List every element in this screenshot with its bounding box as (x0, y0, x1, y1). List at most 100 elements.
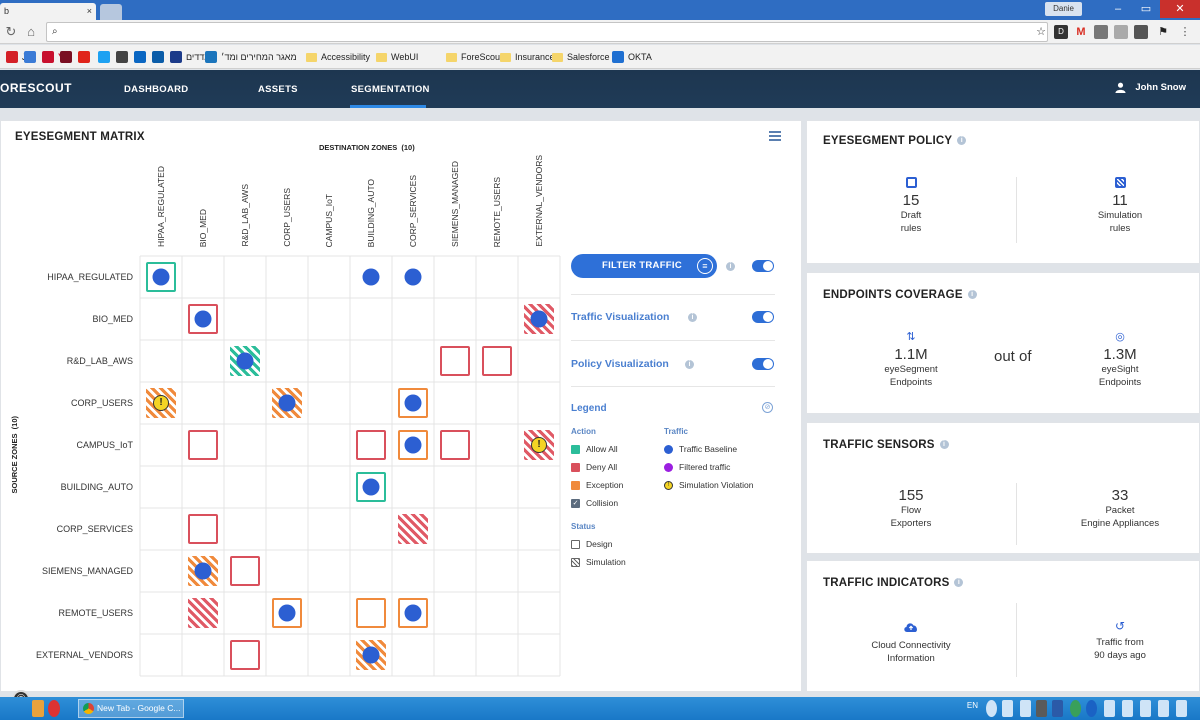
matrix-cell-policy-orange[interactable] (398, 598, 428, 628)
source-zone-label[interactable]: SIEMENS_MANAGED (41, 566, 133, 576)
language-indicator[interactable]: EN (966, 701, 978, 710)
taskbar-app-icon[interactable] (48, 700, 60, 717)
matrix-cell-policy-hatch-green[interactable] (230, 346, 260, 376)
info-icon[interactable]: i (726, 262, 735, 271)
matrix-cell-policy-orange[interactable] (272, 598, 302, 628)
tray-icon[interactable] (1020, 700, 1031, 717)
bookmark-item[interactable]: ForeScout (446, 50, 503, 64)
nav-assets[interactable]: ASSETS (258, 84, 298, 95)
bookmark-item[interactable] (60, 50, 72, 64)
network-tray-icon[interactable] (1140, 700, 1151, 717)
source-zone-label[interactable]: EXTERNAL_VENDORS (35, 650, 133, 660)
taskbar-chrome-window[interactable]: New Tab - Google C... (78, 699, 184, 718)
matrix-cell-policy-green[interactable] (146, 262, 176, 292)
bookmark-item[interactable] (134, 50, 146, 64)
destination-zone-label[interactable]: CORP_USERS (282, 188, 292, 247)
bookmark-item[interactable] (98, 50, 110, 64)
matrix-cell-policy-red[interactable] (188, 514, 218, 544)
matrix-cell-policy-red[interactable] (230, 556, 260, 586)
destination-zone-label[interactable]: REMOTE_USERS (492, 176, 502, 247)
flow-exporters-stat[interactable]: 155 Flow Exporters (861, 487, 961, 530)
extension-icon[interactable]: ⚑ (1158, 26, 1168, 38)
tray-icon[interactable] (1052, 700, 1063, 717)
extension-icon[interactable] (1134, 25, 1148, 39)
tray-icon[interactable] (1002, 700, 1013, 717)
matrix-cell-policy-red[interactable] (356, 430, 386, 460)
bluetooth-icon[interactable] (1086, 700, 1097, 717)
source-zone-label[interactable]: BIO_MED (92, 314, 133, 324)
matrix-cell[interactable] (398, 262, 428, 292)
omnibox-input[interactable]: ⌕ (46, 22, 1048, 42)
destination-zone-label[interactable]: BIO_MED (198, 208, 208, 247)
info-icon[interactable]: i (939, 440, 949, 450)
home-icon[interactable]: ⌂ (27, 24, 35, 39)
simulation-rules-stat[interactable]: 11 Simulation rules (1070, 177, 1170, 235)
draft-rules-stat[interactable]: 15 Draft rules (861, 177, 961, 235)
nav-segmentation[interactable]: SEGMENTATION (351, 84, 430, 95)
cloud-connectivity-stat[interactable]: Cloud Connectivity Information (851, 621, 971, 665)
info-icon[interactable]: i (688, 313, 697, 322)
menu-icon[interactable]: ⋮ (1179, 26, 1191, 38)
filter-traffic-toggle[interactable] (752, 260, 774, 272)
browser-profile-chip[interactable]: Danie (1045, 2, 1082, 16)
policy-visualization-toggle[interactable] (752, 358, 774, 370)
filter-traffic-button[interactable]: FILTER TRAFFIC ≡ (571, 254, 717, 278)
info-icon[interactable]: i (685, 360, 694, 369)
browser-tab-active[interactable]: b × (0, 3, 96, 20)
matrix-cell-policy-orange[interactable] (398, 388, 428, 418)
matrix-cell-policy-hatch-orange[interactable] (188, 556, 218, 586)
extension-icon[interactable] (1094, 25, 1108, 39)
destination-zone-label[interactable]: SIEMENS_MANAGED (450, 161, 460, 247)
destination-zone-label[interactable]: CAMPUS_IoT (324, 193, 334, 247)
bookmark-item[interactable]: מדדים (170, 50, 210, 64)
matrix-cell-policy-red[interactable] (482, 346, 512, 376)
matrix-cell-policy-red[interactable] (188, 430, 218, 460)
reload-icon[interactable]: ↻ (5, 24, 17, 39)
source-zone-label[interactable]: CORP_USERS (70, 398, 133, 408)
bookmark-item[interactable]: מאגר המחירים ומד׳ (205, 50, 297, 64)
minimize-icon[interactable]: – (1114, 3, 1122, 15)
matrix-cell-policy-orange[interactable] (356, 598, 386, 628)
info-icon[interactable]: i (957, 136, 967, 146)
destination-zone-label[interactable]: BUILDING_AUTO (366, 178, 376, 247)
bookmark-item[interactable] (24, 50, 36, 64)
matrix-cell-policy-orange[interactable] (398, 430, 428, 460)
compass-icon[interactable]: ⊘ (762, 402, 773, 413)
tray-icon[interactable] (986, 700, 997, 717)
extension-icon[interactable] (1114, 25, 1128, 39)
matrix-cell-policy-red[interactable] (440, 346, 470, 376)
taskbar-app-icon[interactable] (32, 700, 44, 717)
volume-icon[interactable] (1158, 700, 1169, 717)
matrix-cell-policy-red[interactable] (230, 640, 260, 670)
matrix-cell-policy-hatch-red[interactable] (524, 304, 554, 334)
eyesight-endpoints-stat[interactable]: ◎ 1.3M eyeSight Endpoints (1070, 331, 1170, 389)
source-zone-label[interactable]: CORP_SERVICES (56, 524, 133, 534)
user-menu[interactable]: John Snow (1115, 82, 1186, 93)
extension-d-icon[interactable]: D (1054, 25, 1068, 39)
bookmark-item[interactable]: Accessibility (306, 50, 370, 64)
matrix-cell-policy-red[interactable] (188, 304, 218, 334)
bookmark-item[interactable]: WebUI (376, 50, 418, 64)
tray-icon[interactable] (1176, 700, 1187, 717)
traffic-history-stat[interactable]: ↺ Traffic from 90 days ago (1070, 619, 1170, 662)
bookmark-star-icon[interactable]: ☆ (1036, 26, 1046, 38)
matrix-cell-policy-green[interactable] (356, 472, 386, 502)
info-icon[interactable]: i (967, 290, 977, 300)
matrix-cell-policy-hatch-orange[interactable]: ! (146, 388, 176, 418)
source-zone-label[interactable]: R&D_LAB_AWS (66, 356, 133, 366)
matrix-cell[interactable] (356, 262, 386, 292)
bookmark-item[interactable] (152, 50, 164, 64)
forescout-logo[interactable]: ORESCOUT (0, 81, 73, 95)
hamburger-menu-icon[interactable] (769, 131, 781, 141)
destination-zone-label[interactable]: EXTERNAL_VENDORS (534, 155, 544, 247)
matrix-cell-policy-hatch-orange[interactable] (356, 640, 386, 670)
bookmark-item[interactable]: OKTA (612, 50, 652, 64)
info-icon[interactable]: i (954, 578, 964, 588)
matrix-cell-policy-red[interactable] (440, 430, 470, 460)
tray-icon[interactable] (1070, 700, 1081, 717)
tray-icon[interactable] (1122, 700, 1133, 717)
new-tab-button[interactable] (100, 4, 122, 20)
matrix-cell-policy-hatch-red[interactable] (398, 514, 428, 544)
nav-dashboard[interactable]: DASHBOARD (124, 84, 189, 95)
bookmark-item[interactable]: Salesforce (552, 50, 610, 64)
